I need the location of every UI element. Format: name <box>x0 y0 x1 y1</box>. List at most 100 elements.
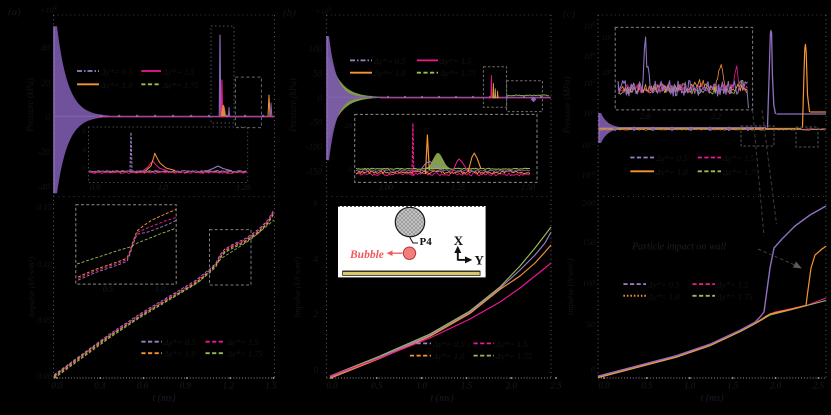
svg-text:1.00: 1.00 <box>379 183 393 192</box>
svg-text:2: 2 <box>314 309 319 319</box>
svg-text:0.0: 0.0 <box>51 381 63 391</box>
svg-text:106: 106 <box>584 21 596 31</box>
svg-text:2.5: 2.5 <box>813 381 825 391</box>
svg-text:0.9: 0.9 <box>90 183 100 192</box>
svg-text:10-4: 10-4 <box>582 170 596 180</box>
svg-text:(b): (b) <box>283 7 296 19</box>
svg-text:40: 40 <box>41 43 51 53</box>
svg-text:1.0: 1.0 <box>416 381 428 391</box>
svg-text:t (ms): t (ms) <box>430 393 454 404</box>
svg-text:1.50: 1.50 <box>521 183 535 192</box>
svg-text:1.0: 1.0 <box>684 381 696 391</box>
svg-text:2.0: 2.0 <box>640 112 650 121</box>
svg-text:Δy*= 0.5: Δy*= 0.5 <box>432 339 465 349</box>
svg-text:0.5: 0.5 <box>103 285 113 294</box>
svg-text:Δy*= 1.5: Δy*= 1.5 <box>722 153 755 163</box>
svg-text:Δy*= 1.75: Δy*= 1.75 <box>162 80 199 90</box>
svg-text:Δy*= 1.75: Δy*= 1.75 <box>226 349 263 359</box>
svg-text:2.0: 2.0 <box>506 381 518 391</box>
svg-text:0: 0 <box>348 165 352 174</box>
svg-text:0.15: 0.15 <box>37 202 52 212</box>
svg-text:×104: ×104 <box>40 4 57 15</box>
svg-text:0: 0 <box>46 112 51 122</box>
svg-text:0: 0 <box>318 93 323 103</box>
svg-text:Pressure (MPa): Pressure (MPa) <box>562 76 572 134</box>
svg-text:0.0: 0.0 <box>326 381 338 391</box>
svg-text:0.5: 0.5 <box>641 381 653 391</box>
svg-text:Δy*= 1.5: Δy*= 1.5 <box>716 280 749 290</box>
svg-text:20: 20 <box>345 121 353 130</box>
svg-text:1.0: 1.0 <box>155 285 165 294</box>
svg-text:Δy*= 0.5: Δy*= 0.5 <box>647 280 680 290</box>
svg-text:Δy*= 1.5: Δy*= 1.5 <box>439 56 472 66</box>
svg-text:1.5: 1.5 <box>461 381 473 391</box>
svg-text:Impulse (N·s/m²): Impulse (N·s/m²) <box>565 258 575 316</box>
svg-text:200: 200 <box>582 198 596 208</box>
svg-text:0: 0 <box>82 163 86 172</box>
svg-text:0.6: 0.6 <box>137 381 149 391</box>
svg-text:×105: ×105 <box>315 5 332 16</box>
svg-text:0.9: 0.9 <box>180 381 192 391</box>
svg-text:1.5: 1.5 <box>265 381 277 391</box>
svg-text:100: 100 <box>309 44 323 54</box>
svg-text:t (ms): t (ms) <box>700 393 724 404</box>
svg-text:101: 101 <box>602 33 613 42</box>
svg-text:102: 102 <box>584 78 596 88</box>
svg-text:Δy*= 0.5: Δy*= 0.5 <box>655 153 688 163</box>
svg-text:100: 100 <box>584 108 596 118</box>
svg-text:50: 50 <box>587 319 596 329</box>
svg-text:0.3: 0.3 <box>94 381 106 391</box>
svg-text:Δy*= 1.0: Δy*= 1.0 <box>655 167 688 177</box>
svg-text:100: 100 <box>582 278 596 288</box>
svg-text:4: 4 <box>314 254 319 264</box>
svg-text:Impulse (kN·s/m²): Impulse (kN·s/m²) <box>26 257 36 319</box>
svg-text:8: 8 <box>82 127 86 136</box>
svg-text:1.25: 1.25 <box>451 183 465 192</box>
svg-text:(a): (a) <box>8 6 21 18</box>
svg-text:104: 104 <box>584 51 596 61</box>
svg-text:0.00: 0.00 <box>37 371 53 381</box>
svg-text:-40: -40 <box>38 182 50 192</box>
svg-text:2.5: 2.5 <box>550 381 562 391</box>
svg-text:50: 50 <box>313 69 323 79</box>
svg-text:0.0: 0.0 <box>598 381 610 391</box>
svg-text:Δy*= 1.75: Δy*= 1.75 <box>722 167 759 177</box>
svg-text:Δy*= 0.5: Δy*= 0.5 <box>100 67 133 77</box>
svg-text:20: 20 <box>41 78 51 88</box>
svg-text:10-2: 10-2 <box>582 140 596 150</box>
svg-text:Particle impact on wall: Particle impact on wall <box>631 242 726 253</box>
svg-text:1.20: 1.20 <box>236 183 250 192</box>
svg-text:2.2: 2.2 <box>711 112 721 121</box>
svg-text:Δy*= 1.75: Δy*= 1.75 <box>716 291 753 301</box>
svg-text:Δy*= 1.75: Δy*= 1.75 <box>439 68 476 78</box>
svg-text:P4: P4 <box>420 236 433 248</box>
svg-text:0.05: 0.05 <box>37 315 52 325</box>
svg-text:Δy*= 1.0: Δy*= 1.0 <box>647 291 680 301</box>
svg-text:t (ms): t (ms) <box>152 393 176 404</box>
svg-text:Impulse (kN·s/m²): Impulse (kN·s/m²) <box>292 257 302 319</box>
svg-text:Δy*= 0.5: Δy*= 0.5 <box>373 56 406 66</box>
svg-text:Δy*= 1.5: Δy*= 1.5 <box>226 337 259 347</box>
svg-text:1.2: 1.2 <box>223 381 235 391</box>
svg-text:X: X <box>454 233 464 248</box>
svg-text:6: 6 <box>314 198 319 208</box>
svg-text:1.5: 1.5 <box>727 381 739 391</box>
svg-text:-50: -50 <box>310 118 322 128</box>
svg-text:Δy*= 1.0: Δy*= 1.0 <box>100 80 133 90</box>
svg-text:Pressure (kPa): Pressure (kPa) <box>25 78 35 133</box>
svg-text:0.5: 0.5 <box>371 381 383 391</box>
svg-text:150: 150 <box>582 237 596 247</box>
svg-text:0: 0 <box>591 364 596 374</box>
svg-text:2.0: 2.0 <box>770 381 782 391</box>
svg-text:Δy*= 1.0: Δy*= 1.0 <box>163 349 196 359</box>
svg-text:0: 0 <box>314 365 319 375</box>
svg-text:Δy*= 1.5: Δy*= 1.5 <box>162 67 195 77</box>
svg-text:-20: -20 <box>38 147 50 157</box>
svg-text:Y: Y <box>475 253 485 268</box>
svg-text:100: 100 <box>602 68 613 77</box>
svg-text:4: 4 <box>82 145 86 154</box>
svg-text:Δy*= 1.75: Δy*= 1.75 <box>495 351 532 361</box>
svg-text:Δy*= 1.0: Δy*= 1.0 <box>432 351 465 361</box>
svg-text:Δy*= 1.0: Δy*= 1.0 <box>373 68 406 78</box>
svg-text:(c): (c) <box>563 8 576 20</box>
